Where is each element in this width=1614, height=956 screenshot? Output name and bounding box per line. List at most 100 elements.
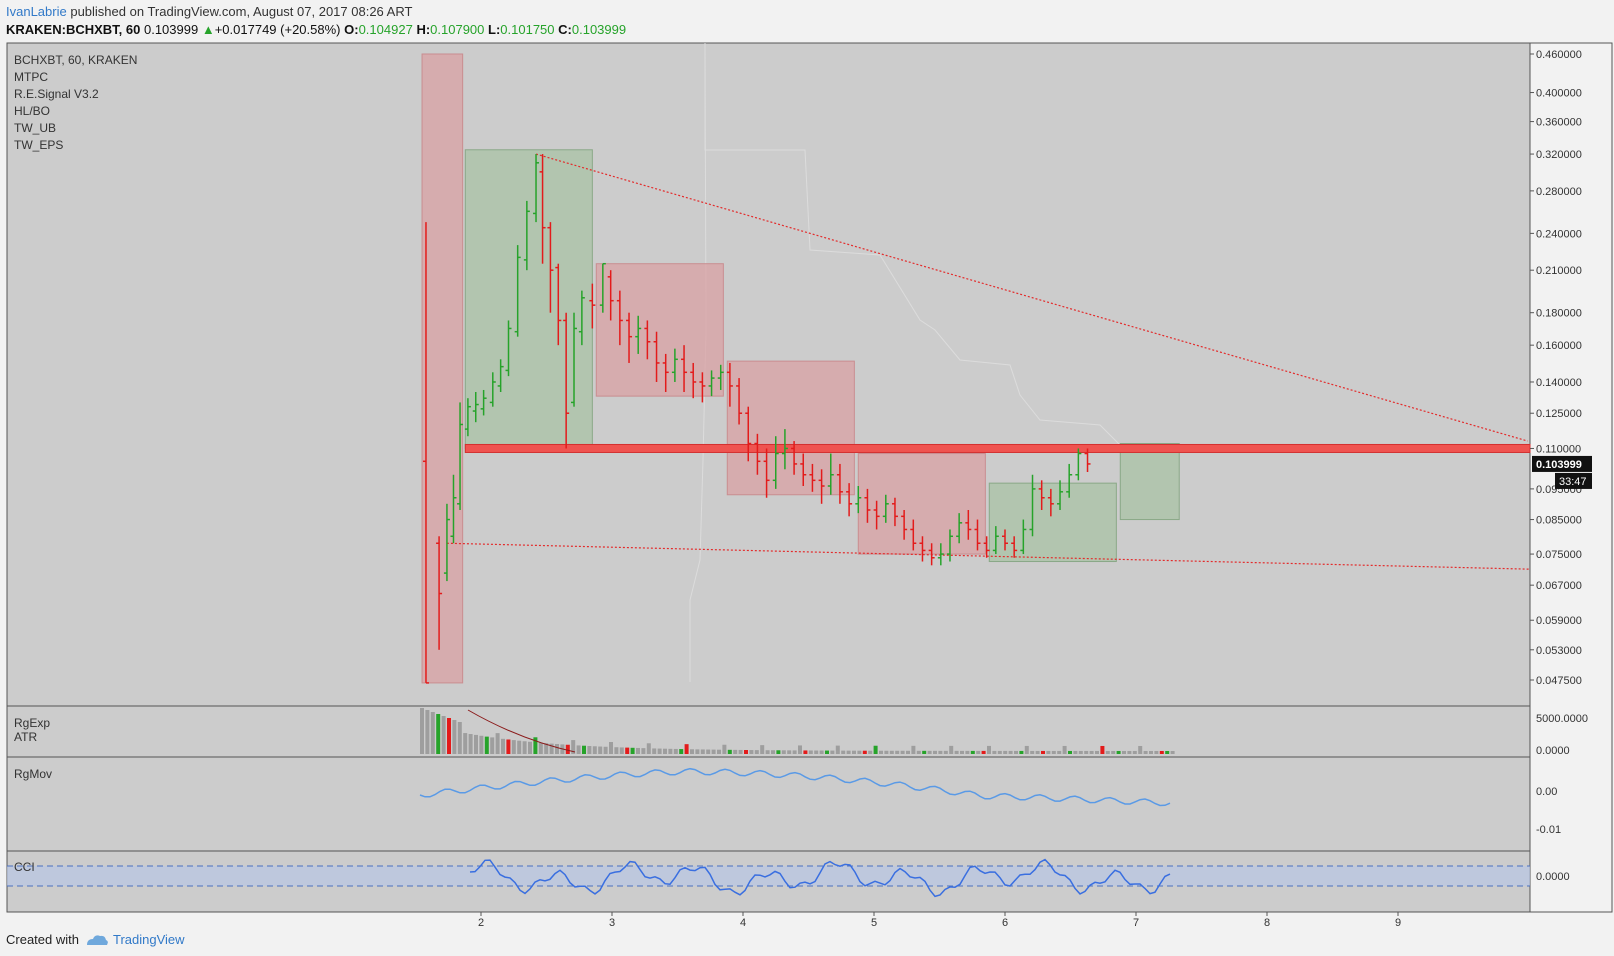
volume-bar (1165, 750, 1170, 754)
rgmov-label[interactable]: RgMov (14, 767, 53, 781)
x-tick-label: 2 (478, 917, 484, 929)
volume-bar (549, 743, 554, 754)
author-link[interactable]: IvanLabrie (6, 4, 67, 19)
volume-bar (835, 745, 840, 754)
volume-bar (857, 750, 862, 754)
volume-bar (884, 750, 889, 754)
volume-tick-label: 5000.0000 (1536, 713, 1588, 725)
y-tick-label: 0.067000 (1536, 580, 1582, 592)
volume-bar (474, 734, 478, 754)
volume-bar (684, 744, 689, 754)
x-tick-label: 9 (1395, 917, 1401, 929)
brand-name: TradingView (112, 932, 185, 947)
volume-bar (495, 733, 500, 754)
volume-bar (587, 745, 592, 754)
y-tick-label: 0.047500 (1536, 675, 1582, 687)
volume-bar (808, 750, 813, 754)
volume-bar (490, 737, 495, 754)
y-tick-label: 0.053000 (1536, 645, 1582, 657)
volume-bar (1095, 750, 1099, 754)
volume-bar (706, 749, 711, 754)
volume-bar (555, 744, 559, 754)
countdown-badge (1555, 472, 1592, 489)
cci-label[interactable]: CCI (14, 860, 35, 874)
rgmov-tick-label: 0.00 (1536, 786, 1557, 798)
volume-bar (738, 749, 743, 754)
indicator-item[interactable]: HL/BO (14, 104, 51, 118)
volume-bar (911, 745, 916, 754)
volume-bar (436, 714, 441, 754)
volume-tick-label: 0.0000 (1536, 745, 1570, 757)
volume-bar (695, 749, 700, 754)
volume-bar (511, 740, 516, 754)
volume-bar (943, 750, 948, 754)
y-tick-label: 0.059000 (1536, 615, 1582, 627)
close-label: C: (558, 22, 572, 37)
volume-bar (1159, 750, 1164, 754)
volume-bar (814, 750, 819, 754)
volume-bar (1062, 745, 1067, 754)
volume-bar (690, 749, 694, 754)
y-tick-label: 0.280000 (1536, 186, 1582, 198)
tradingview-brand[interactable]: TradingView (85, 932, 185, 947)
volume-bar (803, 750, 808, 754)
volume-bar (916, 750, 921, 754)
volume-bar (1100, 745, 1105, 754)
volume-bar (668, 748, 673, 754)
rgexp-label[interactable]: RgExp (14, 716, 51, 730)
symbol-header: KRAKEN:BCHXBT, 60 0.103999 ▲+0.017749 (+… (6, 22, 626, 37)
volume-bar (1073, 750, 1078, 754)
y-tick-label: 0.360000 (1536, 117, 1582, 129)
x-tick-label: 6 (1002, 917, 1008, 929)
volume-bar (603, 746, 608, 754)
indicator-item[interactable]: R.E.Signal V3.2 (14, 87, 99, 101)
mtpc-line (704, 43, 1121, 446)
atr-label[interactable]: ATR (14, 730, 38, 744)
volume-bar (933, 750, 937, 754)
volume-bar (906, 750, 910, 754)
lower-trendline (446, 542, 1531, 570)
y-tick-label: 0.140000 (1536, 377, 1582, 389)
volume-bar (997, 750, 1002, 754)
indicator-item[interactable]: BCHXBT, 60, KRAKEN (14, 53, 138, 67)
volume-bar (1003, 750, 1008, 754)
atr-curve (467, 709, 576, 753)
indicator-item[interactable]: TW_EPS (14, 138, 64, 152)
y-tick-label: 0.180000 (1536, 308, 1582, 320)
volume-bar (819, 750, 824, 754)
indicator-item[interactable]: MTPC (14, 70, 48, 84)
volume-bar (630, 747, 635, 754)
volume-bar (1116, 750, 1121, 754)
volume-bar (506, 739, 511, 754)
y-tick-label: 0.210000 (1536, 265, 1582, 277)
volume-bar (922, 750, 927, 754)
published-header: IvanLabrie published on TradingView.com,… (6, 4, 412, 19)
up-arrow-icon: ▲ (201, 22, 215, 37)
volume-bar (938, 750, 943, 754)
y-tick-label: 0.400000 (1536, 88, 1582, 100)
volume-bar (981, 750, 986, 754)
volume-bar (646, 743, 651, 754)
volume-bar (841, 750, 846, 754)
volume-bar (868, 750, 873, 754)
x-tick-label: 8 (1264, 917, 1270, 929)
volume-bar (517, 740, 522, 754)
volume-bar (711, 749, 716, 754)
volume-bar (576, 745, 581, 754)
volume-bar (479, 735, 484, 754)
volume-bar (700, 749, 705, 754)
sr-level-band (464, 443, 1531, 453)
volume-bar (1068, 750, 1072, 754)
chart-canvas[interactable]: 0.460000 0.400000 0.360000 0.320000 0.280000… (0, 0, 1614, 930)
indicator-item[interactable]: TW_UB (14, 121, 56, 135)
volume-bar (1024, 745, 1029, 754)
zone-box-red (595, 263, 724, 397)
volume-bar (798, 745, 802, 754)
volume-bar (538, 742, 543, 754)
volume-bar (954, 750, 959, 754)
cci-tick-label: 0.0000 (1536, 871, 1570, 883)
volume-bar (1127, 750, 1132, 754)
volume-bar (889, 750, 894, 754)
volume-bar (949, 745, 954, 754)
open-label: O: (344, 22, 359, 37)
